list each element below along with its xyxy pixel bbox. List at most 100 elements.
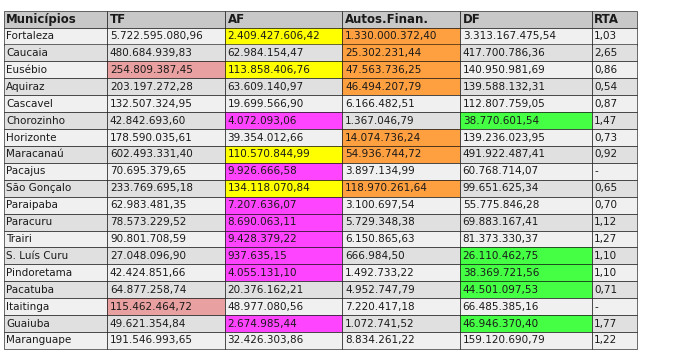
Bar: [342, 112, 460, 129]
Bar: [225, 298, 342, 315]
Text: 9.428.379,22: 9.428.379,22: [228, 234, 298, 244]
Bar: [460, 231, 592, 247]
Text: Chorozinho: Chorozinho: [6, 116, 65, 126]
Bar: [592, 146, 637, 163]
Text: 46.946.370,40: 46.946.370,40: [463, 319, 539, 329]
Bar: [592, 332, 637, 349]
Text: 49.621.354,84: 49.621.354,84: [110, 319, 186, 329]
Bar: [4, 78, 107, 95]
Bar: [460, 61, 592, 78]
Text: 63.609.140,97: 63.609.140,97: [228, 82, 304, 92]
Text: Paraipaba: Paraipaba: [6, 200, 58, 210]
Text: 132.507.324,95: 132.507.324,95: [110, 99, 192, 109]
Text: 417.700.786,36: 417.700.786,36: [463, 48, 545, 58]
Text: 1,10: 1,10: [594, 268, 617, 278]
Bar: [460, 315, 592, 332]
Bar: [4, 112, 107, 129]
Bar: [4, 129, 107, 146]
Text: 4.055.131,10: 4.055.131,10: [228, 268, 297, 278]
Bar: [225, 95, 342, 112]
Bar: [225, 28, 342, 44]
Text: 26.110.462,75: 26.110.462,75: [463, 251, 539, 261]
Text: 27.048.096,90: 27.048.096,90: [110, 251, 186, 261]
Text: 7.207.636,07: 7.207.636,07: [228, 200, 297, 210]
Text: 38.770.601,54: 38.770.601,54: [463, 116, 539, 126]
Bar: [460, 264, 592, 281]
Text: Municípios: Municípios: [6, 12, 77, 26]
Bar: [342, 11, 460, 28]
Text: 20.376.162,21: 20.376.162,21: [228, 285, 304, 295]
Bar: [107, 180, 225, 197]
Bar: [592, 28, 637, 44]
Text: 64.877.258,74: 64.877.258,74: [110, 285, 186, 295]
Bar: [4, 315, 107, 332]
Text: 254.809.387,45: 254.809.387,45: [110, 65, 192, 75]
Bar: [4, 231, 107, 247]
Text: 46.494.207,79: 46.494.207,79: [345, 82, 421, 92]
Text: 0,73: 0,73: [594, 132, 617, 142]
Bar: [592, 11, 637, 28]
Bar: [592, 231, 637, 247]
Bar: [460, 163, 592, 180]
Bar: [592, 264, 637, 281]
Text: 140.950.981,69: 140.950.981,69: [463, 65, 545, 75]
Text: 666.984,50: 666.984,50: [345, 251, 405, 261]
Bar: [592, 163, 637, 180]
Text: 70.695.379,65: 70.695.379,65: [110, 166, 186, 176]
Bar: [460, 112, 592, 129]
Text: 7.220.417,18: 7.220.417,18: [345, 302, 414, 312]
Bar: [592, 281, 637, 298]
Text: 0,65: 0,65: [594, 183, 617, 193]
Text: Pindoretama: Pindoretama: [6, 268, 72, 278]
Bar: [107, 315, 225, 332]
Bar: [4, 298, 107, 315]
Bar: [592, 197, 637, 214]
Bar: [4, 163, 107, 180]
Bar: [460, 281, 592, 298]
Text: 1,03: 1,03: [594, 31, 617, 41]
Bar: [342, 28, 460, 44]
Bar: [342, 197, 460, 214]
Text: 2.674.985,44: 2.674.985,44: [228, 319, 298, 329]
Bar: [342, 180, 460, 197]
Bar: [342, 61, 460, 78]
Bar: [107, 264, 225, 281]
Text: 233.769.695,18: 233.769.695,18: [110, 183, 193, 193]
Text: 3.100.697,54: 3.100.697,54: [345, 200, 414, 210]
Text: S. Luís Curu: S. Luís Curu: [6, 251, 69, 261]
Text: 60.768.714,07: 60.768.714,07: [463, 166, 539, 176]
Bar: [225, 146, 342, 163]
Bar: [107, 11, 225, 28]
Text: 5.722.595.080,96: 5.722.595.080,96: [110, 31, 203, 41]
Bar: [4, 146, 107, 163]
Bar: [225, 315, 342, 332]
Text: 0,92: 0,92: [594, 150, 617, 159]
Text: Maranguape: Maranguape: [6, 335, 71, 345]
Text: 113.858.406,76: 113.858.406,76: [228, 65, 310, 75]
Text: 1.367.046,79: 1.367.046,79: [345, 116, 414, 126]
Text: 1,27: 1,27: [594, 234, 617, 244]
Bar: [4, 28, 107, 44]
Text: 159.120.690,79: 159.120.690,79: [463, 335, 545, 345]
Bar: [342, 44, 460, 61]
Text: 81.373.330,37: 81.373.330,37: [463, 234, 539, 244]
Bar: [592, 44, 637, 61]
Text: 19.699.566,90: 19.699.566,90: [228, 99, 304, 109]
Text: 1,22: 1,22: [594, 335, 617, 345]
Text: 8.834.261,22: 8.834.261,22: [345, 335, 415, 345]
Bar: [592, 315, 637, 332]
Bar: [107, 298, 225, 315]
Bar: [460, 180, 592, 197]
Bar: [460, 214, 592, 231]
Bar: [4, 61, 107, 78]
Text: 0,87: 0,87: [594, 99, 617, 109]
Bar: [460, 129, 592, 146]
Bar: [592, 95, 637, 112]
Text: 134.118.070,84: 134.118.070,84: [228, 183, 310, 193]
Bar: [592, 129, 637, 146]
Text: 42.842.693,60: 42.842.693,60: [110, 116, 186, 126]
Bar: [4, 247, 107, 264]
Bar: [342, 281, 460, 298]
Bar: [342, 129, 460, 146]
Bar: [592, 112, 637, 129]
